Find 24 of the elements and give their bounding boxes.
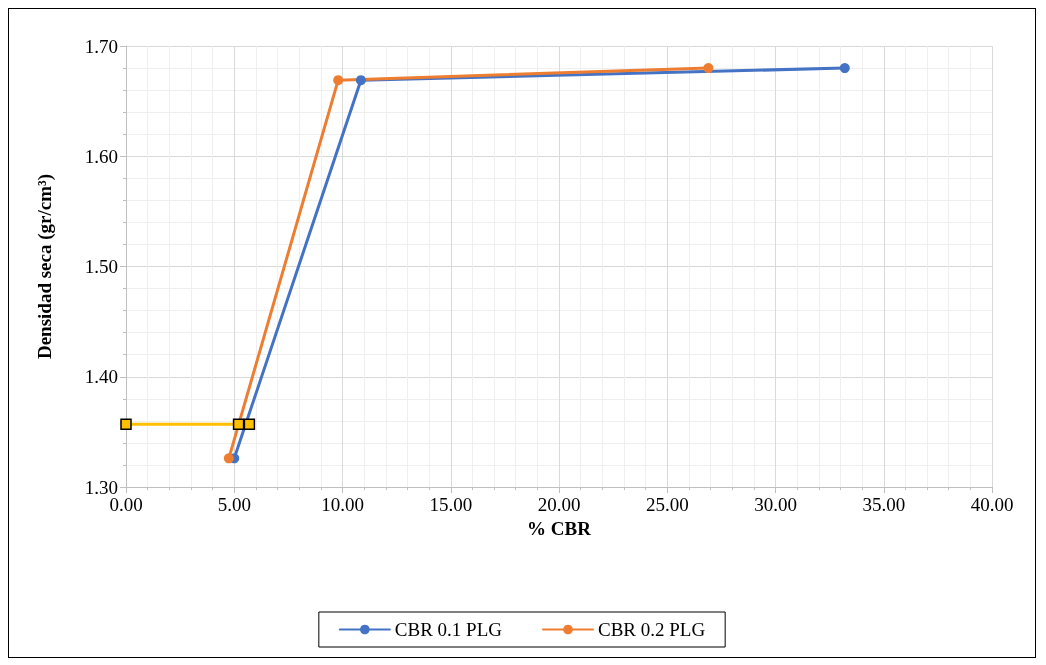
y-axis-title: Densidad seca (gr/cm³) [34, 173, 56, 360]
legend-label: CBR 0.2 PLG [598, 619, 706, 640]
y-tick-label: 1.50 [84, 256, 118, 277]
x-axis-title: % CBR [527, 517, 592, 539]
x-tick-label: 10.00 [321, 494, 364, 515]
x-tick-label: 15.00 [429, 494, 473, 515]
point [333, 75, 344, 86]
point [232, 418, 245, 430]
point [120, 418, 132, 430]
legend-label: CBR 0.1 PLG [394, 619, 503, 640]
y-tick-label: 1.40 [84, 366, 118, 388]
x-tick-label: 40.00 [970, 494, 1014, 515]
point [355, 75, 366, 86]
x-tick-label: 30.00 [754, 494, 797, 515]
y-tick-label: 1.70 [84, 35, 118, 57]
y-tick-label: 1.60 [84, 145, 118, 167]
point [839, 63, 850, 74]
point [223, 453, 234, 464]
x-tick-label: 35.00 [862, 494, 906, 515]
x-tick-label: 5.00 [217, 494, 251, 515]
point [243, 418, 256, 430]
x-tick-label: 25.00 [645, 494, 689, 515]
x-tick-label: 20.00 [537, 494, 581, 515]
point [703, 63, 714, 74]
